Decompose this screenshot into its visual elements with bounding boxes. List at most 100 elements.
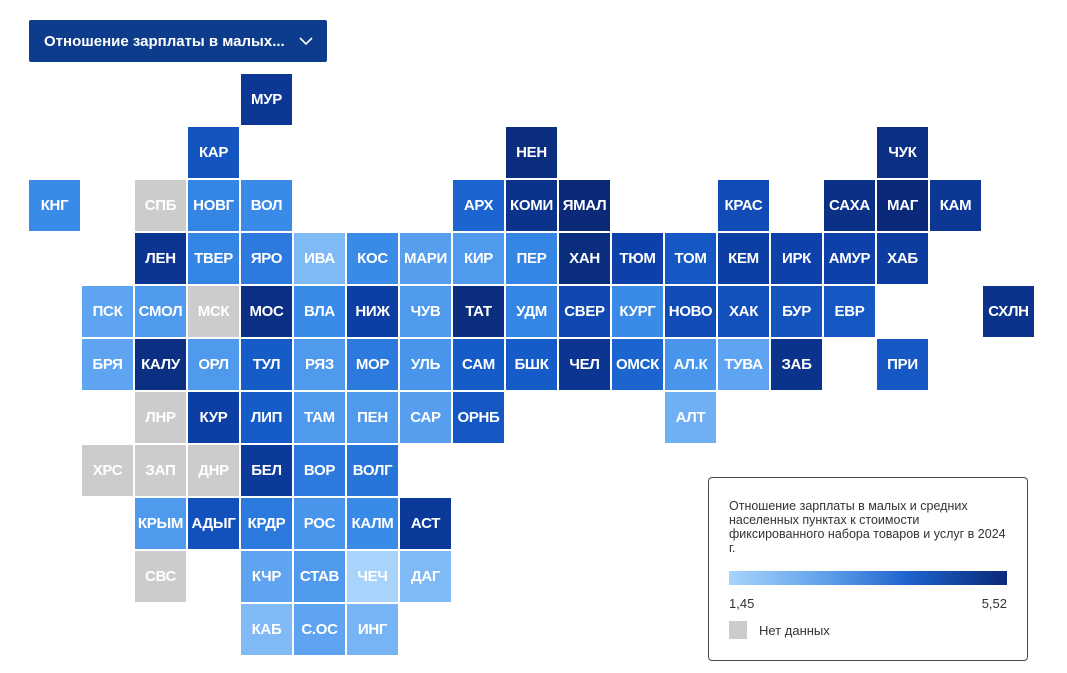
region-tile[interactable]: КОМИ (506, 180, 557, 231)
legend: Отношение зарплаты в малых и средних нас… (708, 477, 1028, 661)
region-tile[interactable]: КАР (188, 127, 239, 178)
region-tile[interactable]: ЯМАЛ (559, 180, 610, 231)
region-tile[interactable]: САХА (824, 180, 875, 231)
region-tile[interactable]: СВС (135, 551, 186, 602)
region-tile[interactable]: КУР (188, 392, 239, 443)
region-tile[interactable]: ИНГ (347, 604, 398, 655)
region-tile[interactable]: ТЮМ (612, 233, 663, 284)
region-tile[interactable]: КУРГ (612, 286, 663, 337)
region-tile[interactable]: АЛ.К (665, 339, 716, 390)
region-tile[interactable]: АСТ (400, 498, 451, 549)
region-tile[interactable]: ЗАБ (771, 339, 822, 390)
region-tile[interactable]: СХЛН (983, 286, 1034, 337)
region-tile[interactable]: ЛЕН (135, 233, 186, 284)
region-tile[interactable]: ТУВА (718, 339, 769, 390)
region-tile[interactable]: ПРИ (877, 339, 928, 390)
region-tile[interactable]: ЧЕЧ (347, 551, 398, 602)
region-tile[interactable]: ЛНР (135, 392, 186, 443)
region-tile[interactable]: КОС (347, 233, 398, 284)
no-data-swatch (729, 621, 747, 639)
region-tile[interactable]: ВЛА (294, 286, 345, 337)
region-tile[interactable]: БУР (771, 286, 822, 337)
region-tile[interactable]: ДНР (188, 445, 239, 496)
region-tile[interactable]: АРХ (453, 180, 504, 231)
region-tile[interactable]: СТАВ (294, 551, 345, 602)
region-tile[interactable]: НОВО (665, 286, 716, 337)
region-tile[interactable]: БЕЛ (241, 445, 292, 496)
region-tile[interactable]: ЧУК (877, 127, 928, 178)
region-tile[interactable]: КРАС (718, 180, 769, 231)
region-tile[interactable]: ВОР (294, 445, 345, 496)
legend-max-label: 5,52 (981, 596, 1007, 611)
region-tile[interactable]: ОМСК (612, 339, 663, 390)
region-tile[interactable]: ПЕР (506, 233, 557, 284)
region-tile[interactable]: РЯЗ (294, 339, 345, 390)
region-tile[interactable]: НОВГ (188, 180, 239, 231)
region-tile[interactable]: КАБ (241, 604, 292, 655)
region-tile[interactable]: ТОМ (665, 233, 716, 284)
region-tile[interactable]: БШК (506, 339, 557, 390)
region-tile[interactable]: ОРЛ (188, 339, 239, 390)
region-tile[interactable]: СВЕР (559, 286, 610, 337)
region-tile[interactable]: ВОЛ (241, 180, 292, 231)
region-tile[interactable]: НИЖ (347, 286, 398, 337)
region-tile[interactable]: САР (400, 392, 451, 443)
region-tile[interactable]: МОС (241, 286, 292, 337)
region-tile[interactable]: КРЫМ (135, 498, 186, 549)
region-tile[interactable]: УЛЬ (400, 339, 451, 390)
region-tile[interactable]: КЕМ (718, 233, 769, 284)
region-tile[interactable]: КРДР (241, 498, 292, 549)
region-tile[interactable]: ВОЛГ (347, 445, 398, 496)
region-tile[interactable]: ТВЕР (188, 233, 239, 284)
region-tile[interactable]: МАРИ (400, 233, 451, 284)
region-tile[interactable]: АМУР (824, 233, 875, 284)
region-tile[interactable]: ПСК (82, 286, 133, 337)
no-data-label: Нет данных (759, 623, 830, 638)
indicator-dropdown[interactable]: Отношение зарплаты в малых... (29, 20, 327, 62)
region-tile[interactable]: КАМ (930, 180, 981, 231)
region-tile[interactable]: ЯРО (241, 233, 292, 284)
region-tile[interactable]: РОС (294, 498, 345, 549)
region-tile[interactable]: ХАН (559, 233, 610, 284)
region-tile[interactable]: КАЛМ (347, 498, 398, 549)
region-tile[interactable]: СПБ (135, 180, 186, 231)
region-tile[interactable]: МУР (241, 74, 292, 125)
legend-gradient-bar (729, 571, 1007, 585)
region-tile[interactable]: ТАТ (453, 286, 504, 337)
region-tile[interactable]: САМ (453, 339, 504, 390)
region-tile[interactable]: ЛИП (241, 392, 292, 443)
region-tile[interactable]: КЧР (241, 551, 292, 602)
region-tile[interactable]: АДЫГ (188, 498, 239, 549)
region-tile[interactable]: ТУЛ (241, 339, 292, 390)
region-tile[interactable]: КНГ (29, 180, 80, 231)
region-tile[interactable]: ЧЕЛ (559, 339, 610, 390)
region-tile[interactable]: ЕВР (824, 286, 875, 337)
region-tile[interactable]: БРЯ (82, 339, 133, 390)
region-tile[interactable]: ХАБ (877, 233, 928, 284)
region-tile[interactable]: С.ОС (294, 604, 345, 655)
region-tile[interactable]: ИВА (294, 233, 345, 284)
region-tile[interactable]: КИР (453, 233, 504, 284)
region-tile[interactable]: МСК (188, 286, 239, 337)
region-tile[interactable]: КАЛУ (135, 339, 186, 390)
region-tile[interactable]: СМОЛ (135, 286, 186, 337)
region-tile[interactable]: АЛТ (665, 392, 716, 443)
dropdown-label: Отношение зарплаты в малых... (44, 32, 285, 50)
region-tile[interactable]: ХРС (82, 445, 133, 496)
region-tile[interactable]: ДАГ (400, 551, 451, 602)
region-tile[interactable]: ЧУВ (400, 286, 451, 337)
region-tile[interactable]: МАГ (877, 180, 928, 231)
region-tile[interactable]: ОРНБ (453, 392, 504, 443)
region-tile[interactable]: ИРК (771, 233, 822, 284)
legend-title: Отношение зарплаты в малых и средних нас… (729, 499, 1006, 555)
chevron-down-icon (297, 32, 315, 50)
region-tile[interactable]: ЗАП (135, 445, 186, 496)
region-tile[interactable]: МОР (347, 339, 398, 390)
region-tile[interactable]: ХАК (718, 286, 769, 337)
region-tile[interactable]: НЕН (506, 127, 557, 178)
region-tile[interactable]: УДМ (506, 286, 557, 337)
region-tile[interactable]: ТАМ (294, 392, 345, 443)
region-tile[interactable]: ПЕН (347, 392, 398, 443)
legend-min-label: 1,45 (729, 596, 755, 611)
